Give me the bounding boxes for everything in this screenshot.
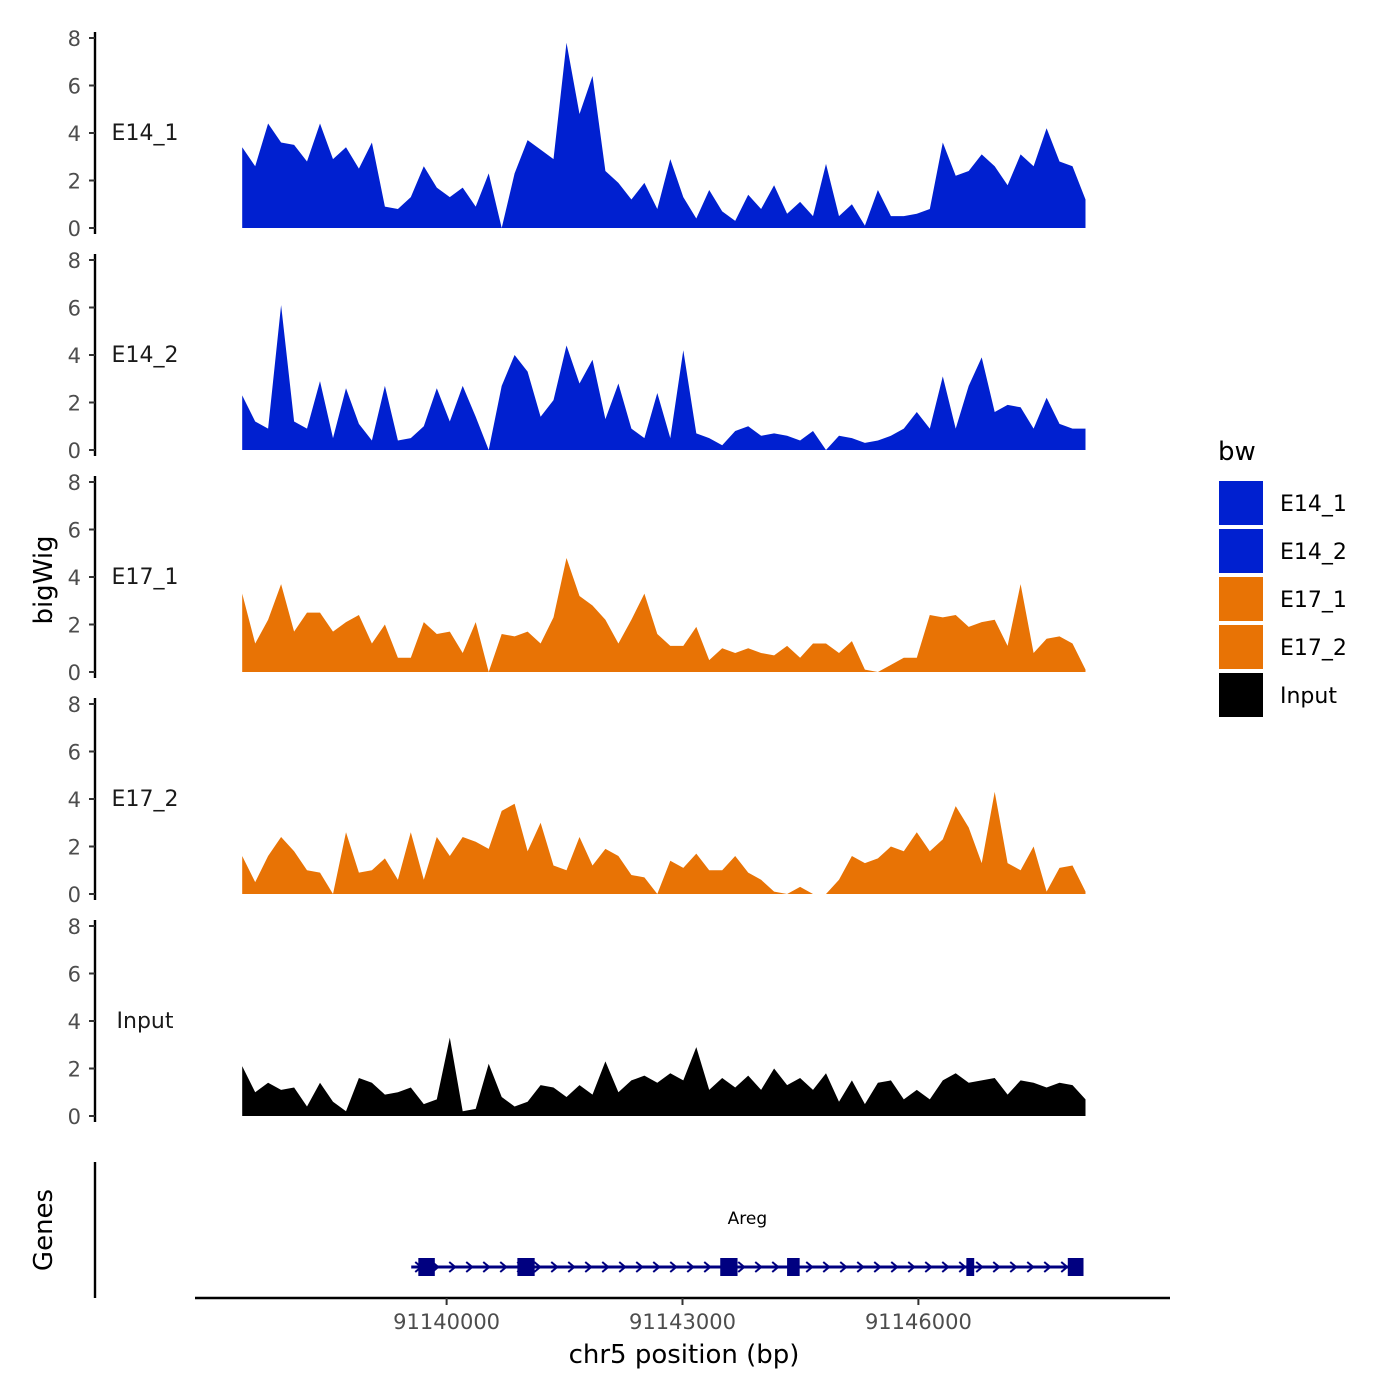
y-axis-title: bigWig xyxy=(29,535,59,624)
coverage-area-e14-1 xyxy=(242,42,1086,228)
strand-chevron xyxy=(703,1261,712,1273)
strand-chevron xyxy=(873,1261,882,1273)
strand-chevron xyxy=(482,1261,491,1273)
x-tick-label-91146000: 91146000 xyxy=(865,1310,972,1334)
y-tick-label-input-8: 8 xyxy=(68,915,81,939)
coverage-area-input xyxy=(242,1037,1086,1116)
gene-exon-3 xyxy=(720,1258,738,1276)
strand-chevron xyxy=(890,1261,899,1273)
y-tick-label-e17-1-8: 8 xyxy=(68,471,81,495)
coverage-tracks xyxy=(242,42,1086,1116)
y-tick-label-e17-2-4: 4 xyxy=(68,788,81,812)
y-tick-label-e14-1-4: 4 xyxy=(68,122,81,146)
y-tick-label-e14-2-4: 4 xyxy=(68,344,81,368)
legend-key-e14-1 xyxy=(1217,479,1265,527)
coverage-area-e17-2 xyxy=(242,791,1086,894)
coverage-area-e14-2 xyxy=(242,305,1086,450)
strand-chevron xyxy=(448,1261,457,1273)
strand-chevron xyxy=(1009,1261,1018,1273)
strand-chevron xyxy=(907,1261,916,1273)
strand-chevron xyxy=(941,1261,950,1273)
strand-chevron xyxy=(567,1261,576,1273)
track-label-e14-2: E14_2 xyxy=(112,343,179,368)
strand-chevron xyxy=(924,1261,933,1273)
strand-chevron xyxy=(550,1261,559,1273)
coverage-area-e17-1 xyxy=(242,558,1086,672)
legend-label-e17-2: E17_2 xyxy=(1280,636,1347,661)
y-tick-label-e17-1-0: 0 xyxy=(68,661,81,685)
legend-label-e14-2: E14_2 xyxy=(1280,540,1347,565)
genes-axis-title: Genes xyxy=(29,1189,59,1271)
y-tick-label-e14-1-6: 6 xyxy=(68,75,81,99)
y-tick-label-e14-1-2: 2 xyxy=(68,170,81,194)
strand-chevron xyxy=(975,1261,984,1273)
y-axes: 0 2 4 6 8 E14_1 0 2 4 6 8 E14_2 0 2 4 6 8 E17_1 0 2 4 6 8 E17_2… xyxy=(68,27,179,1129)
legend-label-e14-1: E14_1 xyxy=(1280,492,1347,517)
y-tick-label-e14-2-0: 0 xyxy=(68,439,81,463)
y-tick-label-e14-2-6: 6 xyxy=(68,297,81,321)
gene-exon-6 xyxy=(1067,1258,1084,1276)
strand-chevron xyxy=(618,1261,627,1273)
track-label-e17-1: E17_1 xyxy=(112,565,179,590)
y-tick-label-input-6: 6 xyxy=(68,963,81,987)
legend-key-input xyxy=(1217,671,1265,719)
strand-chevron xyxy=(601,1261,610,1273)
legend-key-e17-2 xyxy=(1217,623,1265,671)
strand-chevron xyxy=(1043,1261,1052,1273)
y-tick-label-input-4: 4 xyxy=(68,1010,81,1034)
gene-panel: Areg xyxy=(93,1162,1084,1298)
legend-key-e14-2 xyxy=(1217,527,1265,575)
strand-chevron xyxy=(669,1261,678,1273)
gene-name-label: Areg xyxy=(728,1209,768,1229)
strand-chevron xyxy=(839,1261,848,1273)
strand-chevron xyxy=(686,1261,695,1273)
y-tick-label-e17-1-6: 6 xyxy=(68,519,81,543)
legend-title: bw xyxy=(1218,437,1256,467)
legend: bw E14_1 E14_2 E17_1 E17_2 Input xyxy=(1217,437,1347,719)
y-tick-label-e17-2-0: 0 xyxy=(68,883,81,907)
y-tick-label-e17-1-4: 4 xyxy=(68,566,81,590)
strand-chevron xyxy=(499,1261,508,1273)
y-tick-label-e17-1-2: 2 xyxy=(68,614,81,638)
y-tick-label-e17-2-2: 2 xyxy=(68,836,81,860)
strand-chevron xyxy=(1060,1261,1069,1273)
y-tick-label-input-0: 0 xyxy=(68,1105,81,1129)
gene-exon-5 xyxy=(966,1258,975,1276)
y-tick-label-e14-1-8: 8 xyxy=(68,27,81,51)
y-tick-label-input-2: 2 xyxy=(68,1058,81,1082)
track-label-input: Input xyxy=(117,1009,174,1034)
track-label-e14-1: E14_1 xyxy=(112,121,179,146)
strand-chevron xyxy=(992,1261,1001,1273)
legend-key-e17-1 xyxy=(1217,575,1265,623)
strand-chevron xyxy=(958,1261,967,1273)
strand-chevron xyxy=(822,1261,831,1273)
x-axis-title: chr5 position (bp) xyxy=(569,1340,800,1370)
legend-label-e17-1: E17_1 xyxy=(1280,588,1347,613)
strand-chevron xyxy=(465,1261,474,1273)
strand-chevron xyxy=(805,1261,814,1273)
x-axis: 91140000 91143000 91146000 xyxy=(195,1296,1170,1334)
y-tick-label-e17-2-8: 8 xyxy=(68,693,81,717)
y-tick-label-e14-2-8: 8 xyxy=(68,249,81,273)
y-tick-label-e14-2-2: 2 xyxy=(68,392,81,416)
y-tick-label-e14-1-0: 0 xyxy=(68,217,81,241)
strand-chevron xyxy=(652,1261,661,1273)
strand-chevron xyxy=(584,1261,593,1273)
strand-chevron xyxy=(1026,1261,1035,1273)
y-tick-label-e17-2-6: 6 xyxy=(68,741,81,765)
strand-chevron xyxy=(737,1261,746,1273)
strand-chevron xyxy=(533,1261,542,1273)
x-tick-label-91143000: 91143000 xyxy=(629,1310,736,1334)
x-tick-label-91140000: 91140000 xyxy=(393,1310,500,1334)
gene-exon-1 xyxy=(418,1258,435,1276)
gene-exon-4 xyxy=(787,1258,800,1276)
strand-chevron xyxy=(856,1261,865,1273)
strand-chevron xyxy=(635,1261,644,1273)
gene-exon-2 xyxy=(517,1258,535,1276)
strand-chevron xyxy=(754,1261,763,1273)
legend-label-input: Input xyxy=(1280,684,1337,709)
strand-chevron xyxy=(771,1261,780,1273)
track-label-e17-2: E17_2 xyxy=(112,787,179,812)
